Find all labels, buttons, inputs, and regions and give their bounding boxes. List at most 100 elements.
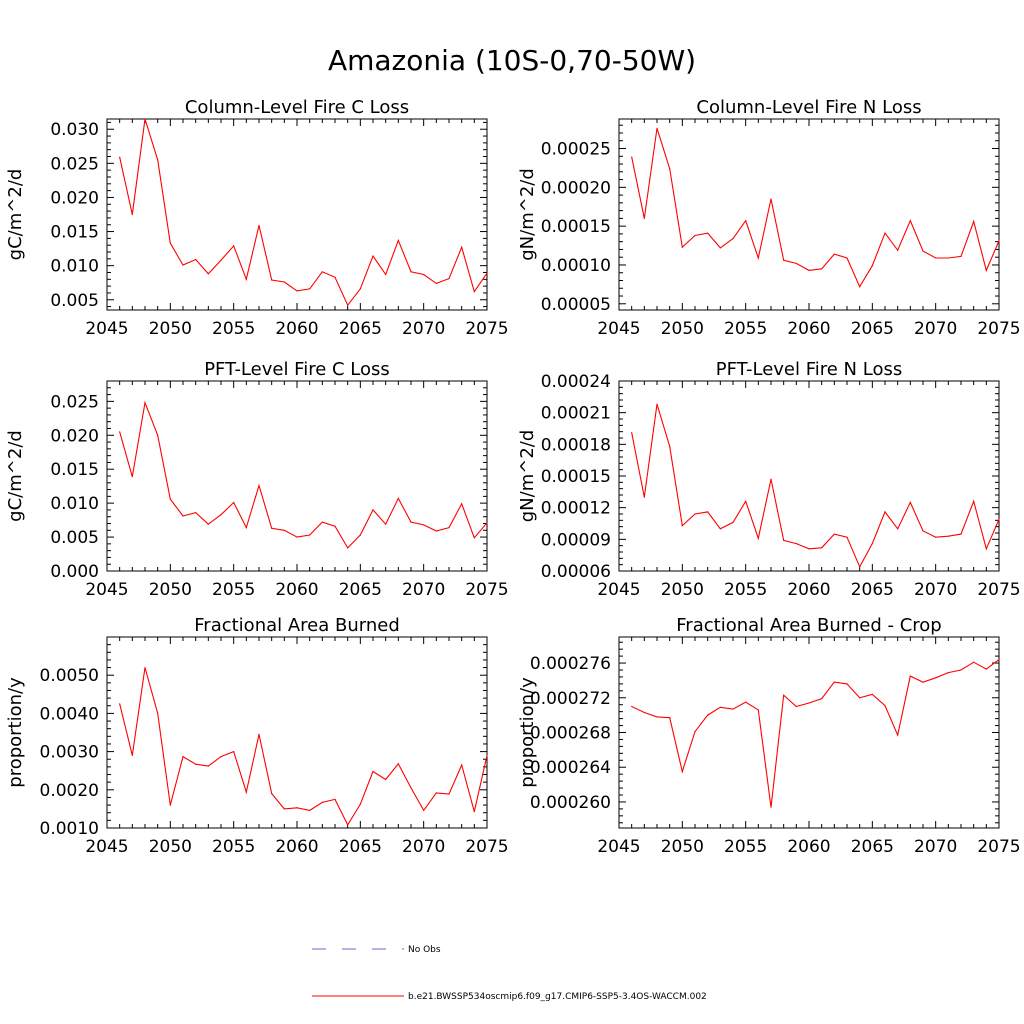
x-tick-label: 2050 — [661, 580, 704, 600]
data-point — [897, 734, 899, 736]
x-tick-label: 2060 — [787, 580, 830, 600]
data-point — [283, 808, 285, 810]
data-point — [397, 763, 399, 765]
data-point — [448, 793, 450, 795]
data-point — [719, 706, 721, 708]
data-point — [745, 701, 747, 703]
y-tick-label: 0.00021 — [541, 404, 611, 424]
y-tick-label: 0.000 — [50, 562, 99, 582]
data-point — [385, 523, 387, 525]
y-tick-label: 0.00024 — [541, 372, 611, 392]
data-point — [745, 220, 747, 222]
data-point — [245, 526, 247, 529]
data-point — [321, 271, 323, 273]
chart-panel-1: Column-Level Fire C Loss gC/m^2/d 2045 2050… — [5, 97, 509, 339]
y-tick-label: 0.0040 — [40, 704, 99, 724]
data-point — [309, 809, 311, 812]
data-point — [656, 127, 658, 129]
data-point — [909, 220, 911, 222]
data-series-line — [631, 404, 1000, 569]
data-point — [694, 731, 696, 733]
data-point — [922, 250, 924, 252]
x-tick-label: 2050 — [149, 319, 192, 339]
data-series-line — [119, 118, 488, 307]
data-point — [757, 257, 759, 259]
data-series-line — [119, 400, 488, 549]
data-point — [884, 232, 886, 234]
chart-panel-4: PFT-Level Fire N Loss gN/m^2/d 2045 2050 205… — [517, 359, 1021, 600]
x-tick-label: 2055 — [724, 580, 767, 600]
data-point — [473, 810, 475, 813]
data-point — [207, 765, 209, 767]
data-point — [119, 156, 121, 158]
data-point — [846, 683, 848, 685]
data-point — [681, 525, 683, 527]
data-point — [669, 717, 671, 719]
y-tick-label: 0.025 — [50, 154, 99, 174]
x-tick-label: 2045 — [597, 580, 640, 600]
data-point — [960, 533, 962, 535]
data-point — [169, 242, 171, 244]
data-point — [195, 512, 197, 514]
x-tick-label: 2070 — [402, 580, 445, 600]
y-tick-label: 0.005 — [50, 528, 99, 548]
data-point — [897, 528, 899, 530]
data-point — [973, 661, 975, 663]
y-tick-label: 0.00020 — [541, 178, 611, 198]
data-point — [631, 432, 633, 434]
data-point — [423, 273, 425, 276]
data-point — [182, 515, 184, 517]
y-axis-label: proportion/y — [517, 677, 538, 788]
y-axis-label: gN/m^2/d — [517, 168, 538, 261]
data-point — [410, 521, 412, 523]
data-point — [833, 533, 835, 535]
data-point — [334, 525, 336, 527]
data-point — [669, 168, 671, 170]
data-point — [656, 403, 658, 405]
data-point — [846, 536, 848, 538]
chart-panel-3: PFT-Level Fire C Loss gC/m^2/d 2045 2050 205… — [5, 359, 509, 600]
y-tick-label: 0.000268 — [530, 724, 611, 744]
x-tick-label: 2065 — [339, 580, 382, 600]
data-point — [245, 278, 247, 280]
data-point — [448, 526, 450, 529]
data-point — [321, 521, 323, 523]
data-point — [631, 156, 633, 158]
data-point — [359, 803, 361, 805]
data-point — [656, 716, 658, 718]
data-series-line — [631, 128, 1000, 288]
data-point — [334, 798, 336, 800]
data-point — [922, 681, 924, 683]
x-tick-label: 2065 — [339, 319, 382, 339]
x-tick-label: 2075 — [977, 580, 1020, 600]
data-point — [707, 232, 709, 234]
data-point — [461, 764, 463, 766]
data-point — [385, 273, 387, 276]
data-point — [359, 534, 361, 536]
x-tick-label: 2050 — [661, 319, 704, 339]
data-point — [182, 755, 184, 758]
data-point — [321, 801, 323, 804]
x-tick-label: 2075 — [465, 319, 508, 339]
data-point — [385, 778, 387, 781]
y-tick-label: 0.000272 — [530, 689, 611, 709]
y-axis-label: gC/m^2/d — [5, 169, 26, 261]
data-point — [347, 547, 349, 549]
data-point — [157, 712, 159, 715]
data-point — [144, 666, 146, 669]
data-point — [296, 290, 298, 292]
data-series-line — [119, 667, 488, 827]
data-point — [233, 751, 235, 753]
data-point — [935, 677, 937, 679]
data-point — [808, 548, 810, 550]
data-point — [694, 234, 696, 237]
data-point — [131, 213, 133, 216]
data-point — [271, 527, 273, 529]
data-point — [169, 804, 171, 806]
data-point — [947, 671, 949, 674]
y-axis-label: gN/m^2/d — [517, 430, 538, 523]
y-tick-label: 0.025 — [50, 392, 99, 412]
data-point — [131, 754, 133, 757]
data-point — [435, 792, 437, 794]
